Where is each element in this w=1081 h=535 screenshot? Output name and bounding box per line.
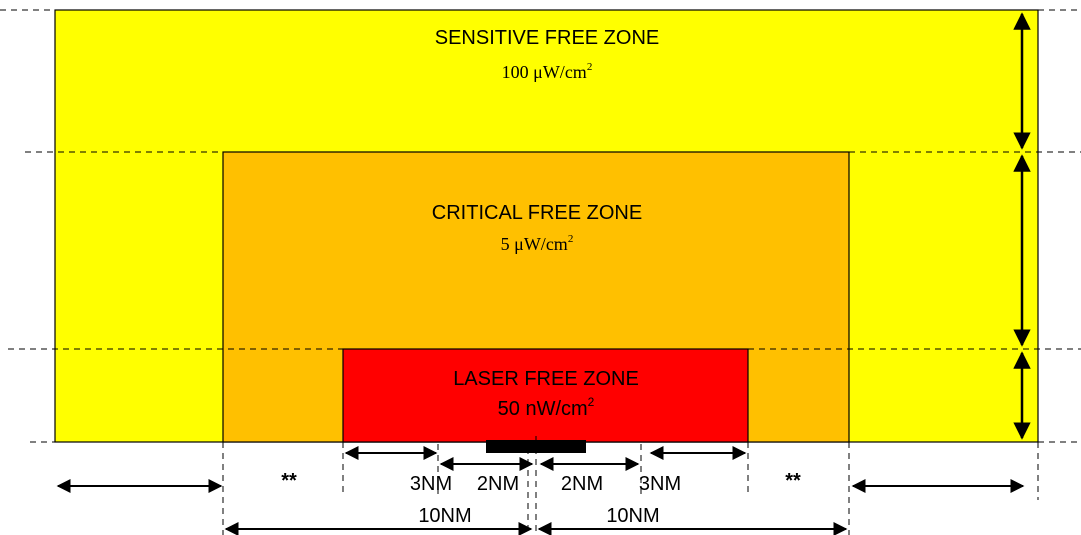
right-10nm-label: 10NM <box>606 505 659 527</box>
laser-zone-title: LASER FREE ZONE <box>453 368 639 390</box>
laser-zone-value: 50 nW/cm2 <box>498 395 595 420</box>
sensitive-zone-value: 100 μW/cm2 <box>502 61 593 82</box>
inner-right-2nm-label: 2NM <box>561 473 603 495</box>
left-marker: ** <box>281 470 297 492</box>
left-10nm-label: 10NM <box>418 505 471 527</box>
inner-right-3nm-label: 3NM <box>639 473 681 495</box>
dashed-guides <box>0 9 1081 535</box>
inner-left-2nm-label: 2NM <box>477 473 519 495</box>
sensitive-zone-title: SENSITIVE FREE ZONE <box>435 27 659 49</box>
critical-zone-title: CRITICAL FREE ZONE <box>432 202 642 224</box>
laser-zone <box>342 348 749 443</box>
critical-zone-value: 5 μW/cm2 <box>501 233 574 254</box>
right-marker: ** <box>785 470 801 492</box>
inner-left-3nm-label: 3NM <box>410 473 452 495</box>
dimension-arrows <box>56 446 1025 535</box>
